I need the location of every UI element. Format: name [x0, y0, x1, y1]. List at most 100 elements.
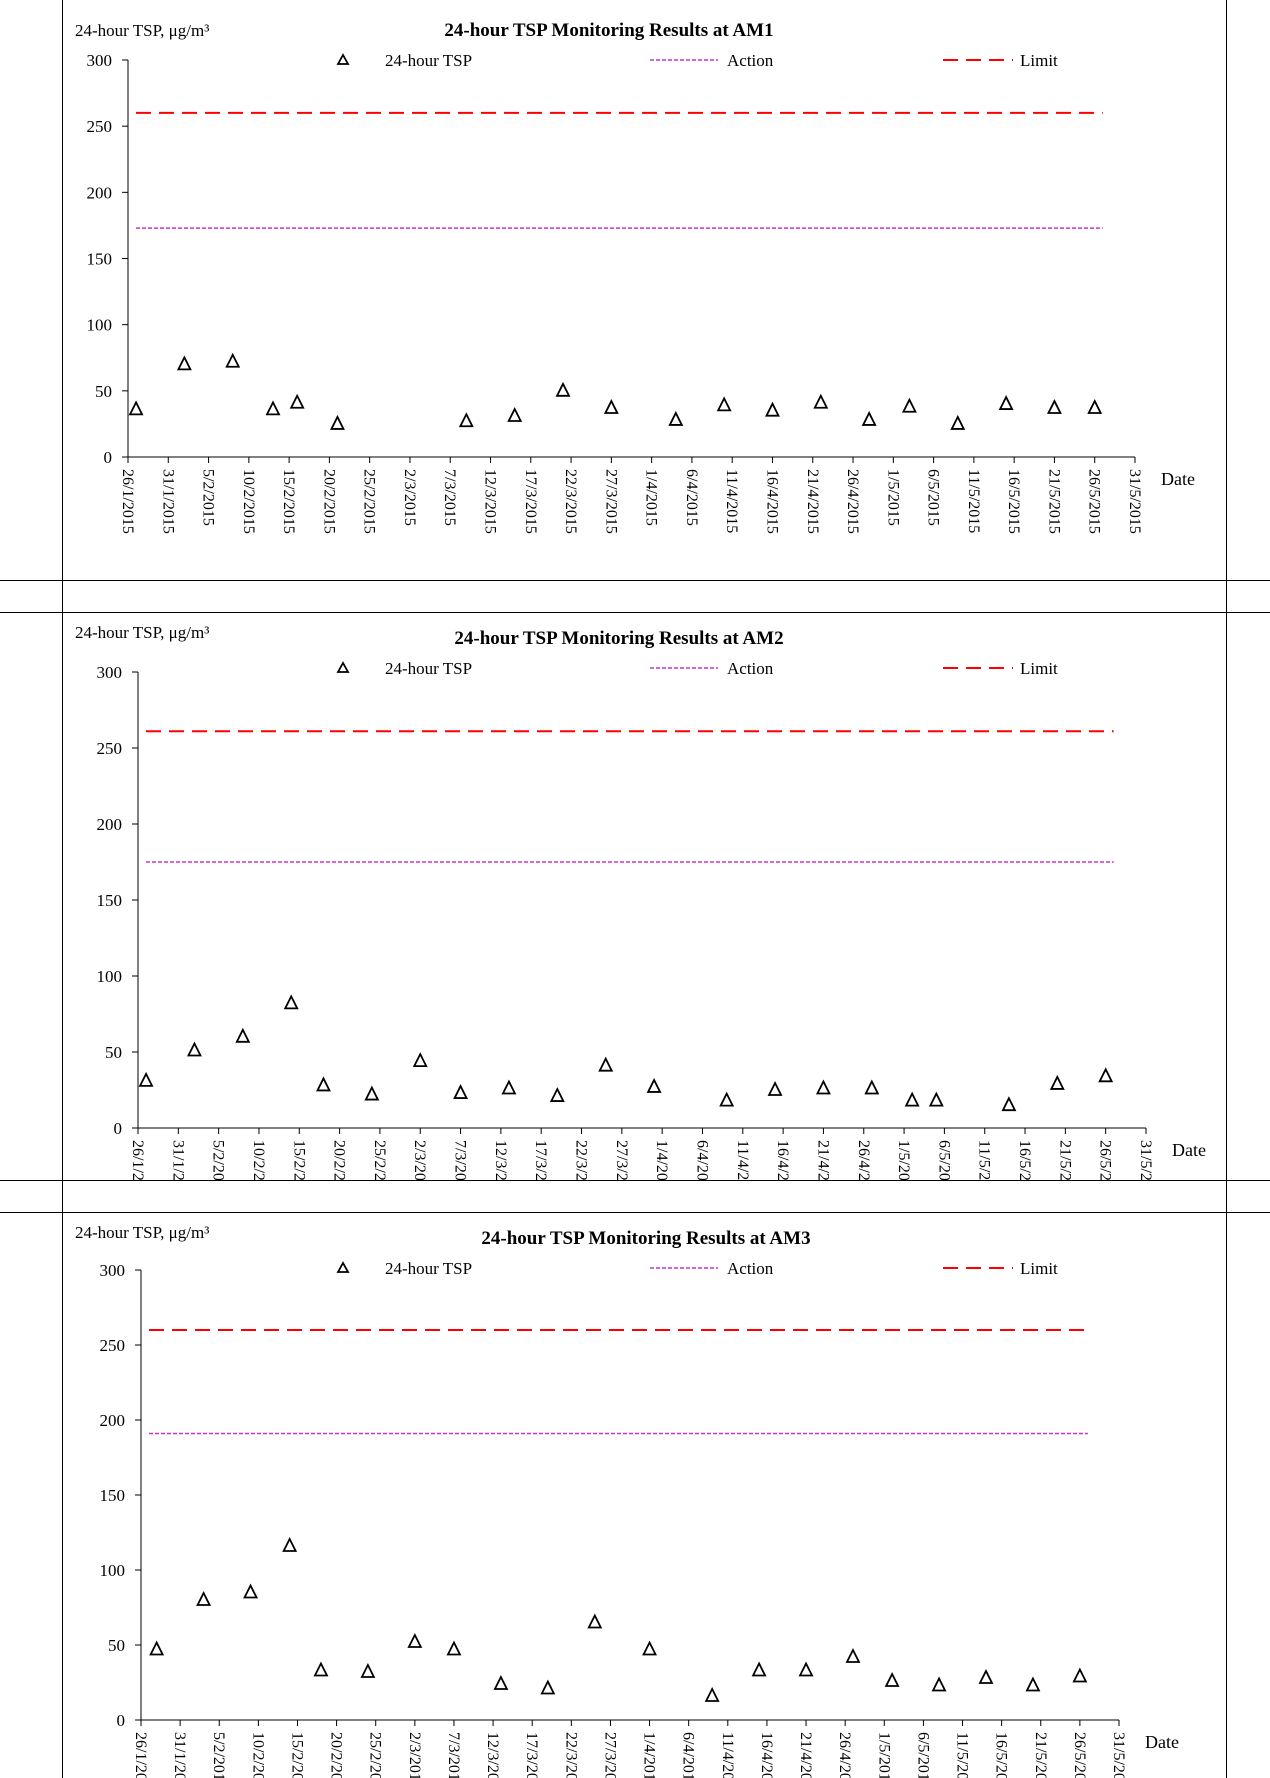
data-point: [458, 412, 474, 428]
x-tick-label: 26/5/2015: [1071, 1732, 1088, 1778]
chart-am2-svg: 24-hour TSP, μg/m³ 24-hour TSP Monitoring…: [75, 623, 1206, 1180]
y-tick-label: 0: [104, 448, 113, 467]
x-tick-label: 10/2/2015: [250, 1140, 267, 1180]
x-tick-label: 21/5/2015: [1032, 1732, 1049, 1778]
x-tick-label: 25/2/2015: [361, 469, 378, 534]
x-tick-label: 27/3/2015: [602, 469, 619, 534]
legend-label-limit: Limit: [1020, 659, 1058, 678]
data-point: [719, 1091, 735, 1107]
chart-am2: 24-hour TSP, μg/m³ 24-hour TSP Monitoring…: [63, 612, 1226, 1180]
data-point: [507, 406, 523, 422]
data-point: [407, 1632, 423, 1648]
y-tick-label: 250: [100, 1336, 126, 1355]
x-tick-label: 21/4/2015: [814, 1140, 831, 1180]
data-point: [950, 414, 966, 430]
legend-label-limit: Limit: [1020, 51, 1058, 70]
x-tick-label: 6/4/2015: [680, 1732, 697, 1778]
legend-label-tsp: 24-hour TSP: [385, 51, 472, 70]
data-point: [603, 399, 619, 414]
legend-label-action: Action: [727, 659, 774, 678]
y-tick-label: 200: [97, 815, 123, 834]
x-axis-label: Date: [1172, 1140, 1206, 1160]
data-point: [360, 1662, 376, 1678]
data-point: [453, 1084, 469, 1099]
x-tick-label: 25/2/2015: [371, 1140, 388, 1180]
x-tick-label: 15/2/2015: [280, 469, 297, 534]
data-point: [798, 1661, 814, 1677]
data-point: [813, 393, 829, 409]
data-point: [928, 1091, 944, 1107]
x-tick-label: 27/3/2015: [601, 1732, 618, 1778]
x-tick-label: 22/3/2015: [573, 1140, 590, 1180]
x-axis-label: Date: [1161, 469, 1195, 489]
data-point: [765, 401, 780, 417]
data-point: [884, 1671, 900, 1687]
x-tick-label: 11/4/2015: [719, 1732, 736, 1778]
x-tick-label: 22/3/2015: [562, 469, 579, 534]
x-tick-label: 21/5/2015: [1045, 469, 1062, 534]
data-point: [243, 1583, 258, 1599]
page-border-left: [62, 0, 63, 1778]
x-tick-label: 5/2/2015: [210, 1140, 227, 1180]
x-tick-label: 6/4/2015: [693, 1140, 710, 1180]
x-tick-label: 10/2/2015: [240, 469, 257, 534]
x-tick-label: 26/1/2015: [119, 469, 136, 534]
x-tick-label: 12/3/2015: [484, 1732, 501, 1778]
x-tick-label: 16/4/2015: [758, 1732, 775, 1778]
page-divider-1: [0, 580, 1270, 581]
x-tick-label: 12/3/2015: [482, 469, 499, 534]
data-point: [282, 1536, 298, 1552]
y-tick-label: 150: [100, 1486, 126, 1505]
data-point: [176, 355, 192, 371]
x-tick-label: 17/3/2015: [523, 1732, 540, 1778]
data-point: [540, 1679, 556, 1695]
data-point: [931, 1676, 947, 1692]
x-tick-label: 21/4/2015: [797, 1732, 814, 1778]
y-tick-label: 100: [97, 967, 123, 986]
x-tick-label: 31/5/2015: [1110, 1732, 1127, 1778]
x-tick-label: 6/5/2015: [935, 1140, 952, 1180]
page-border-right: [1226, 0, 1227, 1778]
chart-am3-svg: 24-hour TSP, μg/m³ 24-hour TSP Monitoring…: [75, 1223, 1179, 1778]
data-point: [1001, 1096, 1017, 1112]
x-tick-label: 11/5/2015: [976, 1140, 993, 1180]
data-point: [1098, 1067, 1114, 1083]
x-tick-label: 16/4/2015: [763, 469, 780, 534]
y-tick-label: 250: [97, 739, 123, 758]
data-point: [646, 1077, 662, 1093]
x-tick-label: 15/2/2015: [290, 1140, 307, 1180]
x-tick-label: 1/5/2015: [895, 1140, 912, 1180]
data-point: [283, 994, 299, 1010]
data-point: [549, 1087, 565, 1102]
legend-label-action: Action: [727, 51, 774, 70]
x-tick-label: 1/4/2015: [653, 1140, 670, 1180]
x-tick-label: 26/4/2015: [836, 1732, 853, 1778]
chart-title: 24-hour TSP Monitoring Results at AM2: [454, 628, 783, 649]
data-point: [598, 1056, 614, 1072]
x-tick-label: 31/1/2015: [159, 469, 176, 534]
x-tick-label: 6/4/2015: [683, 469, 700, 526]
y-tick-label: 250: [87, 117, 113, 136]
x-tick-label: 7/3/2015: [452, 1140, 469, 1180]
x-tick-label: 11/4/2015: [723, 469, 740, 533]
data-point: [555, 381, 571, 397]
x-tick-label: 2/3/2015: [411, 1140, 428, 1180]
data-point: [128, 400, 144, 416]
chart-am1-svg: 24-hour TSP, μg/m³ 24-hour TSP Monitoring…: [75, 20, 1195, 534]
y-tick-label: 100: [87, 316, 113, 335]
data-point: [998, 395, 1014, 410]
data-point: [1025, 1676, 1041, 1692]
chart-am3: 24-hour TSP, μg/m³ 24-hour TSP Monitoring…: [63, 1212, 1226, 1778]
y-tick-label: 0: [114, 1119, 123, 1138]
y-tick-label: 200: [87, 183, 113, 202]
y-tick-label: 50: [95, 382, 112, 401]
data-point: [196, 1590, 212, 1606]
y-tick-label: 50: [105, 1043, 122, 1062]
y-axis-label: 24-hour TSP, μg/m³: [75, 1223, 209, 1242]
x-tick-label: 1/5/2015: [884, 469, 901, 526]
y-tick-label: 50: [108, 1636, 125, 1655]
x-tick-label: 20/2/2015: [320, 469, 337, 534]
data-point: [265, 400, 281, 416]
data-point: [815, 1079, 831, 1095]
data-point: [149, 1640, 165, 1656]
